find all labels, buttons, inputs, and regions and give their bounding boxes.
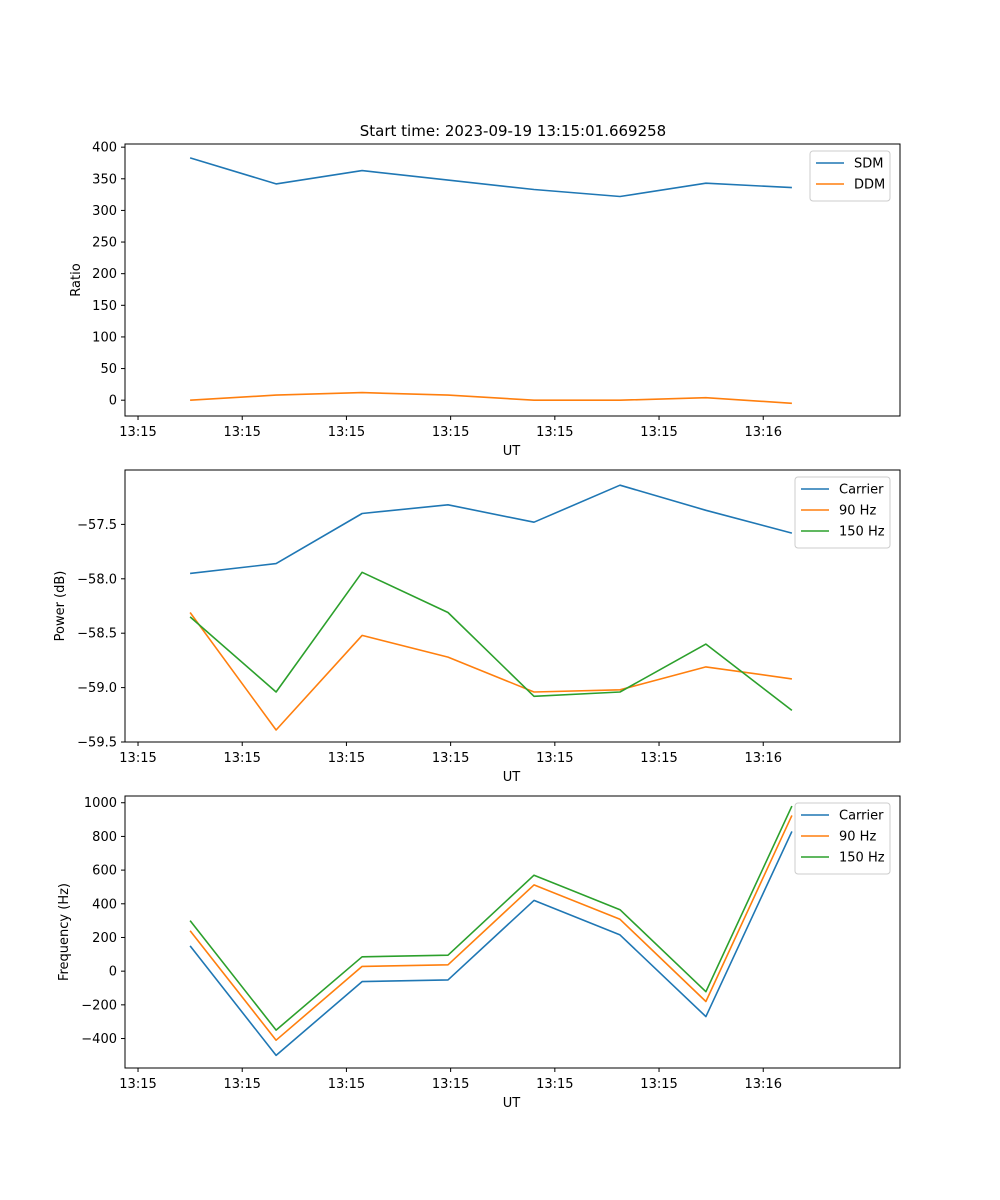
x-tick-label: 13:16 xyxy=(745,425,782,440)
y-tick-label: 400 xyxy=(92,897,117,912)
series-line-150-hz xyxy=(189,571,793,712)
y-axis-label: Frequency (Hz) xyxy=(57,883,72,981)
x-tick-label: 13:15 xyxy=(536,751,573,766)
x-tick-label: 13:15 xyxy=(640,425,677,440)
series-line-carrier xyxy=(189,831,793,1057)
x-tick-label: 13:15 xyxy=(432,425,469,440)
subplot-3: −400 −200 0 200 400 600 800 1000 13:15 13:15 13:15… xyxy=(57,795,901,1111)
legend-entry: 150 Hz xyxy=(839,851,885,866)
x-tick-label: 13:15 xyxy=(640,751,677,766)
axes-frame xyxy=(124,469,901,743)
x-axis-label: UT xyxy=(503,444,521,459)
series-line-150-hz xyxy=(189,805,793,1031)
y-tick-label: 0 xyxy=(109,965,117,980)
y-tick-label: 800 xyxy=(92,830,117,845)
x-tick-label: 13:15 xyxy=(640,1077,677,1092)
y-tick-label: 200 xyxy=(92,267,117,282)
series-line-carrier xyxy=(190,484,793,575)
y-tick-label: −59.5 xyxy=(77,736,117,751)
subplot-1: 0 50 100 150 200 250 300 350 400 13:15 13:15 13:15 1… xyxy=(69,141,901,459)
x-tick-label: 13:15 xyxy=(119,1077,156,1092)
series-line-90-hz xyxy=(189,612,793,731)
legend-entry: Carrier xyxy=(839,809,884,824)
y-tick-label: −59.0 xyxy=(77,681,117,696)
legend-entry: DDM xyxy=(854,178,885,193)
x-tick-label: 13:16 xyxy=(745,751,782,766)
x-tick-label: 13:15 xyxy=(223,1077,260,1092)
x-tick-label: 13:15 xyxy=(536,1077,573,1092)
y-tick-label: 250 xyxy=(92,236,117,251)
y-tick-label: −58.5 xyxy=(77,627,117,642)
y-axis-label: Power (dB) xyxy=(53,571,68,642)
y-axis-label: Ratio xyxy=(69,263,84,296)
x-axis-label: UT xyxy=(503,1096,521,1111)
x-tick-label: 13:15 xyxy=(119,425,156,440)
plots-container: 0 50 100 150 200 250 300 350 400 13:15 13:15 13:15 1… xyxy=(53,141,901,1111)
y-tick-label: 350 xyxy=(92,172,117,187)
series-line-ddm xyxy=(190,391,792,405)
y-tick-label: −400 xyxy=(81,1032,117,1047)
y-tick-label: 300 xyxy=(92,204,117,219)
legend-entry: SDM xyxy=(854,157,883,172)
x-tick-label: 13:15 xyxy=(119,751,156,766)
y-tick-label: −57.5 xyxy=(77,518,117,533)
legend-entry: 150 Hz xyxy=(839,525,885,540)
legend-entry: 90 Hz xyxy=(839,830,876,845)
x-tick-label: 13:15 xyxy=(432,1077,469,1092)
x-tick-label: 13:15 xyxy=(328,1077,365,1092)
y-tick-label: 1000 xyxy=(84,796,117,811)
chart-title: Start time: 2023-09-19 13:15:01.669258 xyxy=(360,122,666,140)
x-tick-label: 13:15 xyxy=(223,425,260,440)
subplot-2: −59.5 −59.0 −58.5 −58.0 −57.5 13:15 13:15 13:15… xyxy=(53,469,901,785)
y-tick-label: 150 xyxy=(92,299,117,314)
x-tick-label: 13:16 xyxy=(745,1077,782,1092)
axes-frame xyxy=(124,795,901,1069)
legend-entry: 90 Hz xyxy=(839,504,876,519)
x-tick-label: 13:15 xyxy=(223,751,260,766)
series-line-90-hz xyxy=(189,815,793,1041)
x-tick-label: 13:15 xyxy=(536,425,573,440)
y-tick-label: 600 xyxy=(92,864,117,879)
y-tick-label: 100 xyxy=(92,330,117,345)
axes-frame xyxy=(124,143,901,417)
x-tick-label: 13:15 xyxy=(328,425,365,440)
y-tick-label: 200 xyxy=(92,931,117,946)
x-axis-label: UT xyxy=(503,770,521,785)
y-tick-label: −58.0 xyxy=(77,572,117,587)
y-tick-label: 400 xyxy=(92,141,117,156)
y-tick-label: 0 xyxy=(109,394,117,409)
y-tick-label: 50 xyxy=(100,362,117,377)
y-tick-label: −200 xyxy=(81,998,117,1013)
x-tick-label: 13:15 xyxy=(328,751,365,766)
x-tick-label: 13:15 xyxy=(432,751,469,766)
legend-entry: Carrier xyxy=(839,483,884,498)
series-line-sdm xyxy=(189,157,792,198)
